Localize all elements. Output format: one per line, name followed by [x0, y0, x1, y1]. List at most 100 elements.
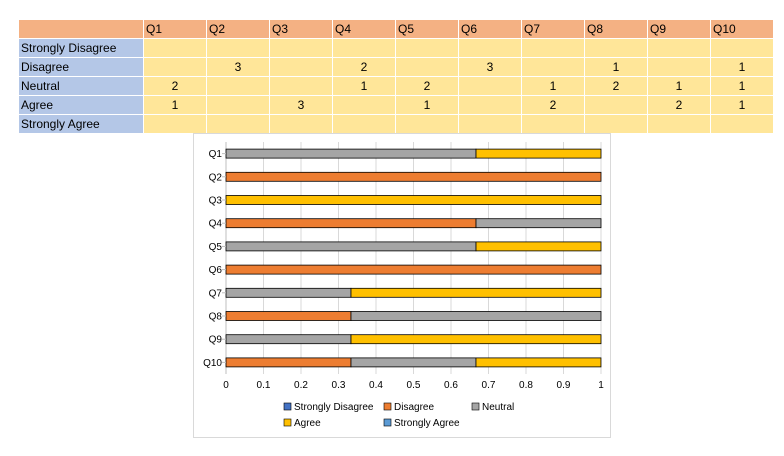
y-tick-label: Q1 — [209, 149, 223, 160]
column-header-q3: Q3 — [269, 19, 333, 39]
row-label: Agree — [18, 95, 144, 115]
table-cell — [521, 38, 585, 58]
table-cell — [269, 57, 333, 77]
table-cell: 2 — [332, 57, 396, 77]
bar-segment — [225, 241, 477, 252]
table-cell — [332, 95, 396, 115]
bar-segment — [225, 195, 602, 205]
legend-swatch — [383, 402, 392, 411]
table-row: Strongly Agree — [18, 114, 774, 134]
table-cell: 2 — [584, 76, 648, 96]
column-header-q6: Q6 — [458, 19, 522, 39]
table-cell — [395, 57, 459, 77]
table-cell — [584, 38, 648, 58]
x-tick-label: 0.2 — [294, 380, 308, 391]
table-cell — [395, 114, 459, 134]
x-tick-label: 0.7 — [482, 380, 496, 391]
column-header-q4: Q4 — [332, 19, 396, 39]
table-cell — [458, 95, 522, 115]
table-cell — [584, 114, 648, 134]
chart-area: Q1 Q2 Q3 Q4 Q5 Q6 Q7 Q8 Q9 Q10 0 0.1 0.2 0.3 0.4 0.5 0.6… — [193, 133, 611, 438]
y-tick-label: Q7 — [209, 288, 223, 299]
legend-label: Neutral — [482, 402, 514, 413]
bar-segment — [475, 241, 602, 252]
bar-segment — [225, 171, 602, 182]
table-cell — [710, 38, 774, 58]
legend-swatch — [283, 418, 292, 427]
table-cell — [647, 114, 711, 134]
bar-segment — [225, 357, 352, 368]
table-row: Neutral 2 1 2 1 2 1 1 — [18, 76, 774, 96]
bar-segment — [225, 218, 477, 229]
table-cell — [269, 76, 333, 96]
y-tick-label: Q5 — [209, 242, 223, 253]
table-cell: 3 — [458, 57, 522, 77]
row-label: Strongly Agree — [18, 114, 144, 134]
table-cell — [206, 114, 270, 134]
table-cell: 1 — [584, 57, 648, 77]
table-cell — [458, 38, 522, 58]
table-cell: 1 — [332, 76, 396, 96]
table-cell — [269, 114, 333, 134]
y-tick-label: Q9 — [209, 335, 223, 346]
table-cell — [269, 38, 333, 58]
table-cell — [143, 57, 207, 77]
table-cell: 1 — [710, 95, 774, 115]
x-tick-label: 0.6 — [444, 380, 458, 391]
table-cell — [332, 38, 396, 58]
table-cell: 2 — [647, 95, 711, 115]
table-row: Disagree 3 2 3 1 1 — [18, 57, 774, 77]
column-header-q5: Q5 — [395, 19, 459, 39]
table-cell — [584, 95, 648, 115]
table-body: Strongly Disagree Disagree 3 2 3 1 1 Neutral 2 1 2… — [18, 38, 774, 134]
bar-segment — [225, 334, 352, 345]
column-header-q10: Q10 — [710, 19, 774, 39]
x-tick-label: 0.9 — [557, 380, 571, 391]
bar-segment — [475, 218, 602, 229]
legend-label: Strongly Agree — [394, 418, 460, 429]
table-cell — [143, 114, 207, 134]
row-label: Disagree — [18, 57, 144, 77]
column-header-q9: Q9 — [647, 19, 711, 39]
legend-label: Disagree — [394, 402, 434, 413]
table-cell — [521, 57, 585, 77]
table-cell: 2 — [143, 76, 207, 96]
survey-table: Q1 Q2 Q3 Q4 Q5 Q6 Q7 Q8 Q9 Q10 Strongly … — [18, 19, 774, 134]
x-tick-label: 0.8 — [519, 380, 533, 391]
table-cell — [521, 114, 585, 134]
table-header-row: Q1 Q2 Q3 Q4 Q5 Q6 Q7 Q8 Q9 Q10 — [18, 19, 774, 39]
table-cell — [206, 38, 270, 58]
table-cell: 2 — [521, 95, 585, 115]
table-cell — [206, 76, 270, 96]
table-corner-cell — [18, 19, 144, 39]
x-tick-label: 0.5 — [407, 380, 421, 391]
legend-swatch — [471, 402, 480, 411]
table-cell — [647, 57, 711, 77]
column-header-q7: Q7 — [521, 19, 585, 39]
x-tick-label: 0.3 — [332, 380, 346, 391]
legend-label: Strongly Disagree — [294, 402, 374, 413]
table-cell: 1 — [395, 95, 459, 115]
table-cell — [647, 38, 711, 58]
table-cell: 1 — [647, 76, 711, 96]
bar-segment — [350, 357, 477, 368]
bar-segment — [225, 148, 477, 159]
table-cell — [395, 38, 459, 58]
table-cell: 1 — [143, 95, 207, 115]
bar-segment — [475, 148, 602, 159]
table-cell: 1 — [710, 57, 774, 77]
column-header-q2: Q2 — [206, 19, 270, 39]
table-cell: 3 — [269, 95, 333, 115]
table-row: Agree 1 3 1 2 2 1 — [18, 95, 774, 115]
bar-segment — [225, 264, 602, 275]
bar-segment — [350, 311, 602, 321]
table-cell: 1 — [521, 76, 585, 96]
table-cell — [143, 38, 207, 58]
legend-swatch — [383, 418, 392, 427]
bar-segment — [225, 311, 352, 321]
y-tick-label: Q4 — [209, 219, 223, 230]
x-tick-label: 0 — [223, 380, 229, 391]
table-cell: 2 — [395, 76, 459, 96]
bar-segment — [475, 357, 602, 368]
